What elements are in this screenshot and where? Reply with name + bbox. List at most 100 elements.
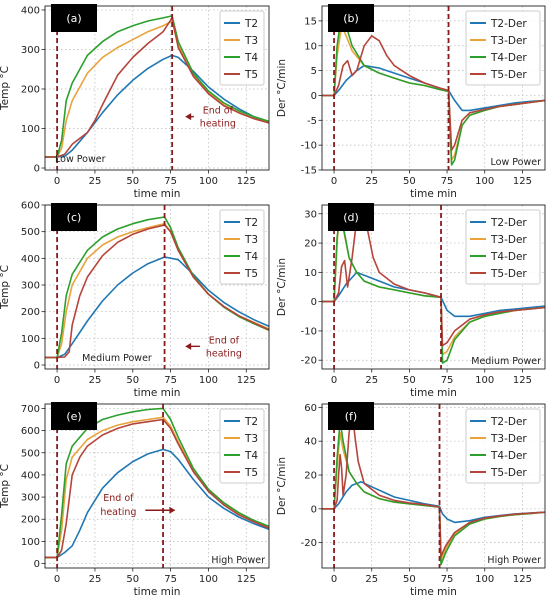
power-label: Medium Power: [471, 356, 541, 367]
x-tick-label: 0: [331, 574, 337, 585]
x-axis-label: time min: [134, 586, 181, 598]
y-tick-label: 30: [304, 209, 317, 220]
plot-frame: [321, 204, 546, 370]
y-axis-label: Der °C/min: [276, 258, 288, 316]
x-tick-label: 50: [403, 574, 416, 585]
y-tick-label: 15: [304, 16, 317, 27]
power-label: Medium Power: [82, 353, 152, 364]
legend: T2 T3 T4 T5: [219, 408, 265, 484]
legend-label: T2: [244, 416, 258, 428]
x-tick-label: 0: [54, 375, 60, 386]
series-line-t3: [45, 416, 269, 559]
legend-label: T3: [244, 234, 258, 246]
series-group: [45, 15, 269, 158]
x-tick-label: 125: [237, 574, 256, 585]
y-tick-label: -5: [307, 116, 317, 127]
legend-label: T4: [244, 450, 258, 462]
y-tick-label: 100: [21, 124, 40, 135]
annotation-line: End of: [209, 335, 240, 346]
chart-panel-d: 0 25 50 75 100 125 -20 -10 0 10 20 30 time min Der °C…: [276, 203, 546, 399]
x-tick-label: 0: [54, 176, 60, 187]
x-axis-label: time min: [134, 387, 181, 399]
series-line-t2-der: [322, 481, 545, 524]
legend-label: T5-Der: [490, 69, 527, 81]
end-of-heating-annotation: End of heating: [100, 493, 176, 518]
x-tick-label: 125: [513, 375, 532, 386]
x-tick-label: 125: [513, 176, 532, 187]
y-tick-label: 200: [21, 515, 40, 526]
annotation-line: End of: [103, 493, 134, 504]
x-tick-label: 25: [89, 574, 102, 585]
y-tick-label: 40: [304, 437, 317, 448]
x-tick-label: 125: [513, 574, 532, 585]
y-axis-label: Temp °C: [0, 464, 11, 509]
x-tick-label: 100: [475, 574, 494, 585]
legend-label: T2: [244, 217, 258, 229]
y-tick-label: -20: [301, 538, 317, 549]
panel-tag-label: (b): [343, 12, 359, 25]
legend-label: T5: [244, 69, 258, 81]
x-tick-label: 50: [126, 375, 139, 386]
y-tick-label: 0: [311, 504, 317, 515]
y-tick-label: 20: [304, 239, 317, 250]
y-tick-label: -20: [301, 356, 317, 367]
chart-panel-f: 0 25 50 75 100 125 -20 0 20 40 60 time min Der °C/mi…: [276, 402, 546, 598]
x-tick-label: 75: [441, 375, 454, 386]
x-tick-label: 50: [403, 176, 416, 187]
y-tick-label: 60: [304, 403, 317, 414]
x-tick-label: 0: [54, 574, 60, 585]
legend-label: T4-Der: [490, 251, 527, 263]
series-line-t5-der: [322, 210, 545, 347]
x-tick-label: 75: [164, 176, 177, 187]
legend-label: T2-Der: [490, 416, 527, 428]
legend-label: T5-Der: [490, 467, 527, 479]
legend: T2-Der T3-Der T4-Der T5-Der: [465, 408, 541, 484]
power-label: High Power: [487, 555, 541, 566]
x-axis-label: time min: [410, 387, 457, 399]
panel-tag-label: (e): [66, 410, 81, 423]
chart-panel-e: 0 25 50 75 100 125 0 100 200 300 400 500 600 700 time …: [0, 402, 270, 598]
x-tick-label: 100: [199, 176, 218, 187]
legend-label: T2-Der: [490, 217, 527, 229]
legend-label: T5: [244, 467, 258, 479]
plot-frame: [44, 403, 270, 569]
power-label: Low Power: [491, 157, 542, 168]
series-line-t4: [45, 15, 269, 158]
x-axis-label: time min: [410, 586, 457, 598]
legend-box: [219, 209, 265, 285]
x-axis-label: time min: [410, 188, 457, 200]
plot-frame: [44, 5, 270, 171]
panel-tag-label: (d): [343, 211, 359, 224]
legend-box: [219, 408, 265, 484]
legend-label: T3: [244, 35, 258, 47]
y-tick-label: 200: [21, 307, 40, 318]
annotation-line: heating: [100, 507, 136, 518]
legend-box: [465, 408, 541, 484]
power-label: Low Power: [55, 154, 106, 165]
y-tick-label: 400: [21, 254, 40, 265]
panel-tag-label: (c): [67, 211, 82, 224]
legend-label: T3-Der: [490, 35, 527, 47]
y-tick-label: 200: [21, 84, 40, 95]
x-tick-label: 25: [365, 574, 378, 585]
legend-label: T5: [244, 268, 258, 280]
series-line-t5-der: [322, 35, 545, 151]
panel-tag-box: [51, 203, 97, 231]
panel-tag-box: [328, 203, 374, 231]
chart-panel-a: 0 25 50 75 100 125 0 100 200 300 400 time min Temp °…: [0, 4, 270, 200]
y-tick-label: 500: [21, 227, 40, 238]
x-tick-label: 0: [331, 375, 337, 386]
series-group: [322, 410, 545, 566]
legend-label: T4-Der: [490, 450, 527, 462]
x-tick-label: 25: [89, 176, 102, 187]
y-tick-label: 100: [21, 334, 40, 345]
y-tick-label: 10: [304, 268, 317, 279]
legend-label: T4: [244, 251, 258, 263]
legend: T2-Der T3-Der T4-Der T5-Der: [465, 209, 541, 285]
panel-tag-box: [328, 402, 374, 430]
legend-box: [465, 209, 541, 285]
x-tick-label: 100: [199, 574, 218, 585]
end-of-heating-annotation: End of heating: [185, 335, 242, 359]
y-tick-label: -15: [301, 166, 317, 177]
